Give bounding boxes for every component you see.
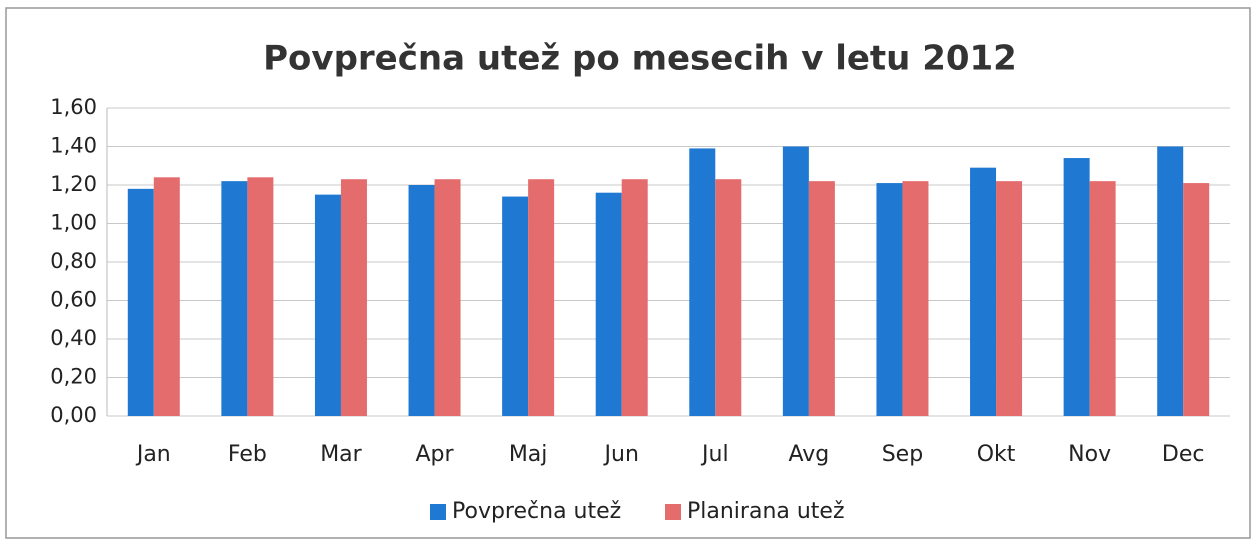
- bar: [1157, 146, 1184, 416]
- legend-swatch: [665, 504, 681, 520]
- x-tick-label: Feb: [228, 442, 267, 467]
- bar: [314, 194, 341, 416]
- x-tick-label: Nov: [1068, 442, 1111, 467]
- x-tick-label: Jan: [135, 442, 171, 467]
- bar: [970, 167, 997, 416]
- x-tick-label: Okt: [977, 442, 1016, 467]
- bar: [1063, 158, 1090, 417]
- bar: [595, 192, 622, 416]
- legend-label: Planirana utež: [687, 499, 845, 524]
- bar: [715, 179, 742, 416]
- x-tick-label: Avg: [789, 442, 830, 467]
- bar: [996, 181, 1023, 416]
- y-tick-label: 0,80: [50, 249, 97, 273]
- y-tick-label: 0,00: [50, 403, 97, 427]
- bar: [340, 179, 367, 416]
- chart-title: Povprečna utež po mesecih v letu 2012: [263, 39, 1017, 79]
- x-tick-label: Dec: [1162, 442, 1205, 467]
- bar: [153, 177, 180, 416]
- legend-swatch: [430, 504, 446, 520]
- y-tick-label: 0,20: [50, 365, 97, 389]
- x-tick-label: Jul: [700, 442, 729, 467]
- x-tick-label: Jun: [603, 442, 639, 467]
- bar: [808, 181, 835, 416]
- bar: [902, 181, 929, 416]
- bar: [221, 181, 248, 416]
- bar: [408, 185, 435, 416]
- y-tick-label: 1,60: [50, 95, 97, 119]
- x-tick-label: Mar: [320, 442, 362, 467]
- bar: [689, 148, 716, 417]
- bar: [434, 179, 461, 416]
- bar: [502, 196, 529, 416]
- bar: [127, 188, 154, 416]
- bar: [876, 183, 903, 416]
- legend-label: Povprečna utež: [452, 499, 621, 524]
- bar: [1089, 181, 1116, 416]
- bar: [528, 179, 555, 416]
- bar: [782, 146, 809, 416]
- x-tick-label: Apr: [416, 442, 455, 467]
- x-tick-label: Sep: [882, 442, 923, 467]
- y-tick-label: 1,00: [50, 211, 97, 235]
- y-tick-label: 1,20: [50, 172, 97, 196]
- y-tick-label: 0,40: [50, 326, 97, 350]
- bar: [1183, 183, 1210, 416]
- bar: [247, 177, 274, 416]
- x-tick-label: Maj: [509, 442, 548, 467]
- y-tick-label: 0,60: [50, 288, 97, 312]
- bar: [621, 179, 648, 416]
- y-tick-label: 1,40: [50, 134, 97, 158]
